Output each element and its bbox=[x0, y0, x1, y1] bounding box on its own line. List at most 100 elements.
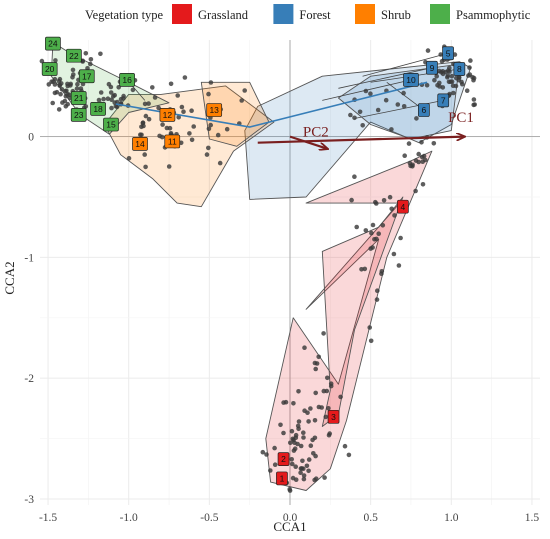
sample-point-183 bbox=[434, 74, 440, 79]
legend-swatch-3 bbox=[430, 4, 450, 24]
sample-point-108 bbox=[191, 124, 196, 129]
sample-point-79 bbox=[108, 84, 114, 90]
sample-point-285 bbox=[322, 475, 327, 480]
sample-point-148 bbox=[215, 132, 221, 138]
sample-point-321 bbox=[346, 452, 352, 458]
sample-point-124 bbox=[175, 93, 180, 98]
sample-point-310 bbox=[306, 457, 312, 462]
sample-point-337 bbox=[293, 432, 299, 438]
sample-point-357 bbox=[321, 388, 327, 394]
connector-6 bbox=[386, 81, 425, 111]
group-label-box-8 bbox=[453, 62, 466, 76]
sample-point-290 bbox=[264, 452, 269, 457]
sample-point-276 bbox=[354, 224, 360, 230]
group-label-4: 4 bbox=[401, 202, 406, 212]
sample-point-213 bbox=[425, 48, 431, 53]
x-tick-label-6: 1.5 bbox=[525, 512, 540, 524]
sample-point-186 bbox=[454, 75, 459, 81]
sample-point-326 bbox=[260, 449, 266, 455]
group-label-box-23 bbox=[70, 108, 87, 122]
sample-point-149 bbox=[206, 126, 212, 132]
arrow-pc2 bbox=[289, 135, 327, 149]
sample-point-90 bbox=[121, 96, 126, 101]
sample-point-58 bbox=[83, 104, 89, 109]
sample-point-147 bbox=[208, 122, 213, 128]
sample-point-286 bbox=[278, 422, 283, 428]
sample-point-211 bbox=[414, 116, 419, 121]
sample-point-210 bbox=[451, 90, 456, 96]
sample-point-132 bbox=[181, 109, 186, 114]
hulls-layer bbox=[50, 41, 472, 491]
sample-point-318 bbox=[308, 406, 313, 411]
legend-title: Vegetation type bbox=[85, 8, 164, 22]
sample-point-194 bbox=[438, 52, 444, 57]
sample-point-309 bbox=[301, 473, 307, 478]
group-label-5: 5 bbox=[446, 48, 451, 58]
sample-point-94 bbox=[204, 152, 210, 157]
sample-point-356 bbox=[325, 375, 330, 381]
sample-point-225 bbox=[363, 88, 369, 94]
arrow-pc1 bbox=[257, 137, 464, 144]
sample-point-33 bbox=[88, 57, 94, 62]
sample-point-282 bbox=[272, 462, 278, 468]
sample-point-256 bbox=[387, 194, 393, 200]
sample-point-233 bbox=[420, 182, 426, 187]
sample-point-137 bbox=[168, 131, 174, 136]
group-label-10: 10 bbox=[406, 75, 416, 85]
sample-point-332 bbox=[289, 457, 295, 462]
sample-point-343 bbox=[313, 390, 319, 396]
group-label-2: 2 bbox=[281, 454, 286, 464]
sample-point-115 bbox=[146, 116, 152, 122]
sample-point-238 bbox=[402, 153, 408, 158]
sample-point-328 bbox=[289, 428, 295, 434]
legend-label-3: Psammophytic bbox=[456, 8, 531, 22]
sample-point-345 bbox=[326, 406, 331, 411]
y-tick-label-0: 0 bbox=[28, 132, 34, 144]
group-label-23: 23 bbox=[74, 110, 84, 120]
sample-point-180 bbox=[467, 65, 472, 70]
sample-point-59 bbox=[96, 97, 102, 103]
legend-swatch-0 bbox=[172, 4, 192, 24]
sample-point-47 bbox=[65, 81, 70, 87]
sample-point-312 bbox=[301, 430, 306, 436]
sample-point-280 bbox=[362, 266, 368, 272]
sample-point-110 bbox=[152, 95, 158, 100]
group-label-box-15 bbox=[103, 117, 119, 132]
group-label-18: 18 bbox=[93, 104, 103, 114]
sample-point-125 bbox=[138, 132, 143, 137]
group-label-box-13 bbox=[206, 103, 223, 117]
sample-point-96 bbox=[217, 160, 223, 166]
x-tick-label-1: -1.0 bbox=[120, 512, 138, 524]
group-label-box-22 bbox=[66, 48, 82, 63]
sample-point-247 bbox=[420, 159, 426, 164]
sample-point-266 bbox=[349, 197, 354, 203]
sample-point-232 bbox=[401, 90, 406, 96]
group-label-24: 24 bbox=[48, 39, 58, 49]
sample-point-201 bbox=[460, 81, 465, 87]
sample-point-104 bbox=[208, 80, 214, 85]
sample-point-339 bbox=[298, 443, 304, 449]
sample-point-253 bbox=[367, 325, 373, 330]
sample-point-272 bbox=[369, 230, 374, 236]
arrow-label-pc1: PC1 bbox=[448, 110, 474, 126]
sample-point-64 bbox=[50, 100, 55, 106]
sample-point-281 bbox=[301, 435, 306, 440]
sample-point-294 bbox=[288, 440, 293, 446]
sample-point-165 bbox=[464, 88, 470, 93]
sample-point-36 bbox=[59, 87, 65, 92]
sample-point-67 bbox=[49, 79, 54, 84]
sample-point-320 bbox=[272, 445, 277, 451]
group-label-3: 3 bbox=[331, 412, 336, 422]
y-axis-title: CCA2 bbox=[2, 261, 17, 294]
sample-point-82 bbox=[105, 96, 111, 101]
connector-3 bbox=[362, 52, 449, 77]
sample-point-85 bbox=[114, 104, 120, 110]
sample-point-130 bbox=[176, 115, 181, 120]
arrows-layer: PC1 PC2 bbox=[257, 110, 474, 149]
sample-point-126 bbox=[142, 101, 148, 107]
sample-point-257 bbox=[396, 263, 402, 268]
group-label-13: 13 bbox=[209, 105, 219, 115]
legend-label-2: Shrub bbox=[381, 8, 411, 22]
sample-point-243 bbox=[431, 141, 437, 146]
sample-point-86 bbox=[111, 94, 116, 99]
